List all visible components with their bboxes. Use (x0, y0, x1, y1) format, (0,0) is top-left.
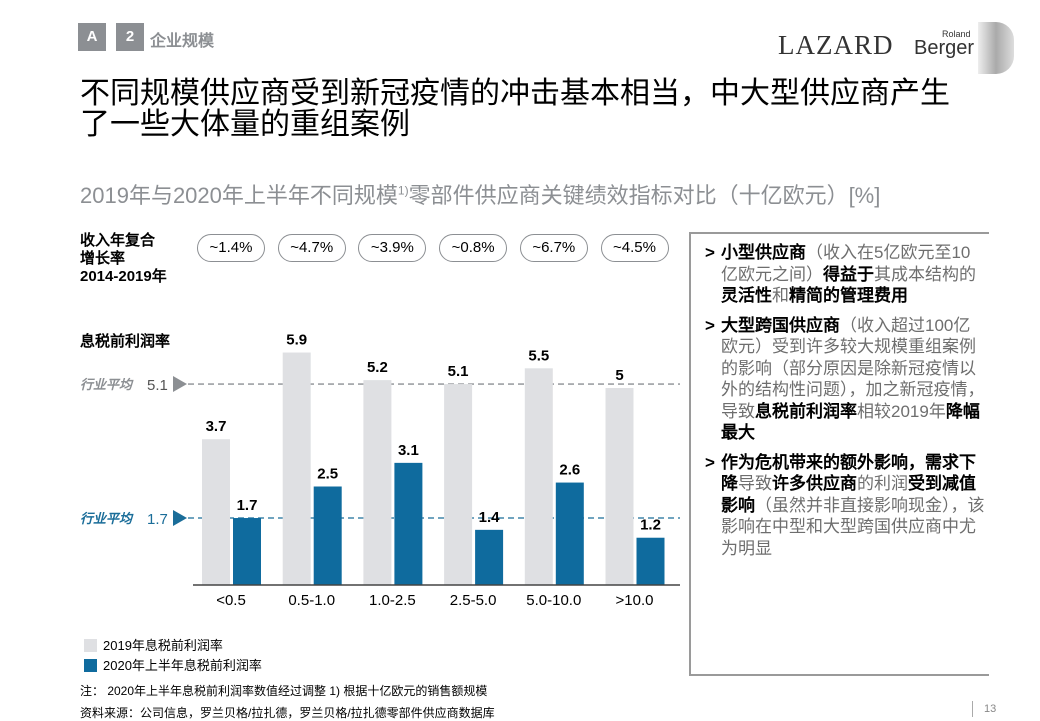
finding-text: （收入超过100亿欧元）受到许多较大规模重组案例的影响（部分原因是除新冠疫情以外… (721, 315, 985, 421)
data-label: 5.2 (367, 359, 388, 376)
data-label: 1.4 (479, 509, 501, 526)
x-tick-label: <0.5 (216, 592, 246, 609)
data-label: 3.1 (398, 442, 419, 459)
finding-emphasis: 作为危机带来的额外影响，需求下降 (721, 452, 976, 494)
reference-arrow-icon (173, 376, 187, 393)
data-label: 1.2 (640, 517, 661, 534)
finding-text: 和 (772, 286, 789, 305)
finding-emphasis: 许多供应商 (772, 474, 857, 493)
source-note: 资料来源：公司信息，罗兰贝格/拉扎德，罗兰贝格/拉扎德零部件供应商数据库 (80, 706, 495, 720)
data-label: 5.1 (448, 363, 469, 380)
reference-value: 1.7 (147, 511, 168, 528)
y-axis-label: 息税前利润率 (80, 333, 171, 350)
finding-text: 相较2019年 (857, 401, 946, 421)
finding-emphasis: 受到减值影响 (721, 474, 976, 515)
cagr-label-line: 2014-2019年 (80, 268, 167, 285)
cagr-label-line: 收入年复合 (80, 232, 156, 249)
bar-2019 (202, 439, 230, 585)
x-tick-label: 5.0-10.0 (526, 592, 581, 609)
finding-text: 其成本结构的 (874, 264, 976, 284)
reference-label: 行业平均 (80, 377, 134, 392)
cagr-pill: ~6.7% (519, 234, 588, 262)
finding-text: 导致 (738, 474, 772, 493)
finding-item: 作为危机带来的额外影响，需求下降导致许多供应商的利润受到减值影响（虽然并非直接影… (705, 452, 985, 560)
berger-logo-text: Berger (914, 37, 975, 59)
finding-item: 大型跨国供应商（收入超过100亿欧元）受到许多较大规模重组案例的影响（部分原因是… (705, 315, 985, 444)
bar-2020h1 (475, 529, 504, 585)
finding-emphasis: 降幅最大 (721, 401, 980, 443)
data-label: 2.6 (559, 462, 580, 479)
bar-2019 (282, 352, 311, 585)
data-label: 1.7 (237, 497, 258, 514)
finding-text: 的利润 (857, 474, 908, 493)
tag-a: A (78, 23, 106, 51)
page-title: 不同规模供应商受到新冠疫情的冲击基本相当，中大型供应商产生 了一些大体量的重组案… (80, 78, 950, 140)
roland-logo-text: Roland (942, 29, 971, 39)
bar-2020h1 (313, 486, 342, 585)
finding-emphasis: 得益于 (823, 264, 874, 284)
legend-label: 2020年上半年息税前利润率 (103, 658, 262, 673)
page-divider (972, 701, 973, 717)
bar-2019 (363, 380, 392, 585)
data-label: 2.5 (317, 466, 338, 483)
x-tick-label: >10.0 (616, 592, 654, 609)
lazard-logo: LAZARD (778, 30, 894, 60)
tag-number: 2 (116, 23, 144, 51)
title-line: 了一些大体量的重组案例 (80, 108, 410, 141)
finding-text: （收入在5亿欧元至10亿欧元之间） (721, 243, 971, 284)
legend-swatch (84, 659, 97, 672)
footnote-ref: 1) (397, 183, 409, 198)
bar-2019 (524, 368, 553, 585)
legend-swatch (84, 639, 97, 652)
legend-label: 2019年息税前利润率 (103, 638, 223, 653)
x-tick-label: 0.5-1.0 (288, 592, 335, 609)
cagr-pill: ~4.5% (600, 234, 669, 262)
bar-2019 (444, 384, 473, 585)
reference-value: 5.1 (147, 377, 168, 394)
subtitle-text: 2019年与2020年上半年不同规模 (80, 183, 398, 208)
cagr-pill: ~4.7% (277, 234, 346, 262)
cagr-label-line: 增长率 (80, 250, 126, 267)
data-label: 5.5 (528, 347, 549, 364)
legend-item-2019: 2019年息税前利润率 (84, 635, 223, 654)
cagr-pill: ~3.9% (358, 234, 427, 262)
footnote: 注： 2020年上半年息税前利润率数值经过调整 1) 根据十亿欧元的销售额规模 (80, 684, 488, 698)
finding-emphasis: 小型供应商 (721, 243, 806, 262)
cagr-label: 收入年复合 增长率 2014-2019年 (80, 232, 167, 286)
page-number: 13 (984, 703, 997, 715)
finding-item: 小型供应商（收入在5亿欧元至10亿欧元之间）得益于其成本结构的灵活性和精简的管理… (705, 242, 985, 307)
bar-2020h1 (555, 482, 584, 585)
finding-text: （虽然并非直接影响现金），该影响在中型和大型跨国供应商中尤为明显 (721, 495, 985, 558)
roland-berger-b-logo (978, 22, 1014, 74)
data-label: 3.7 (206, 418, 227, 435)
data-label: 5 (615, 367, 623, 384)
reference-label: 行业平均 (80, 511, 134, 526)
finding-emphasis: 大型跨国供应商 (721, 315, 840, 335)
cagr-pill: ~0.8% (439, 234, 508, 262)
finding-emphasis: 精简的管理费用 (789, 286, 908, 305)
key-findings-box: 小型供应商（收入在5亿欧元至10亿欧元之间）得益于其成本结构的灵活性和精简的管理… (689, 232, 989, 676)
bar-2020h1 (394, 462, 423, 585)
legend-item-2020h1: 2020年上半年息税前利润率 (84, 655, 262, 674)
chart-subtitle: 2019年与2020年上半年不同规模1)零部件供应商关键绩效指标对比（十亿欧元）… (80, 178, 880, 210)
subtitle-text-rest: 零部件供应商关键绩效指标对比（十亿欧元）[%] (408, 183, 881, 208)
finding-emphasis: 息税前利润率 (755, 401, 857, 421)
x-tick-label: 2.5-5.0 (450, 592, 497, 609)
data-label: 5.9 (286, 332, 307, 349)
reference-arrow-icon (173, 510, 187, 527)
bar-2020h1 (233, 518, 261, 585)
cagr-pill: ~1.4% (197, 234, 265, 262)
bar-2019 (605, 388, 634, 585)
section-title: 企业规模 (150, 33, 215, 50)
title-line: 不同规模供应商受到新冠疫情的冲击基本相当，中大型供应商产生 (80, 77, 950, 110)
x-tick-label: 1.0-2.5 (369, 592, 416, 609)
finding-emphasis: 灵活性 (721, 286, 772, 305)
bar-2020h1 (636, 537, 665, 585)
